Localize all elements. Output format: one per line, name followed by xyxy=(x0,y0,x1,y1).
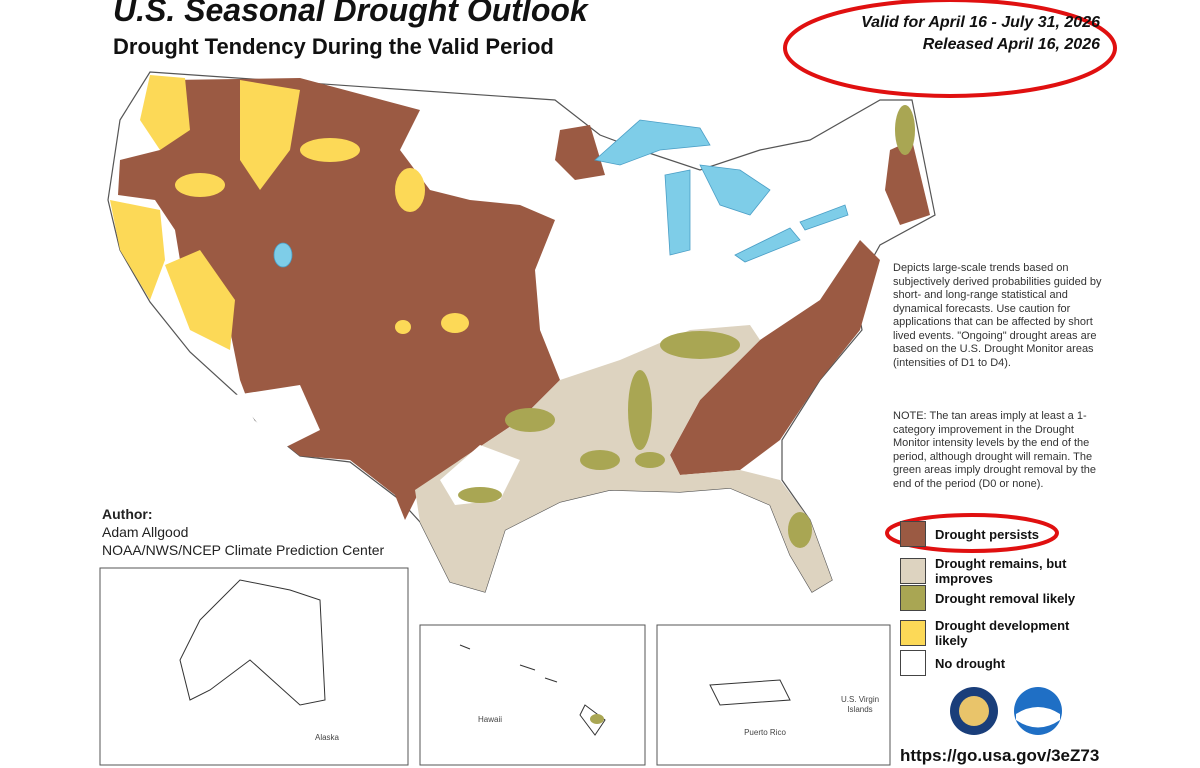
author-name: Adam Allgood xyxy=(102,524,189,540)
legend-item: Drought development likely xyxy=(900,618,1085,648)
region-persists-mi xyxy=(555,125,605,180)
legend-label: Drought persists xyxy=(935,526,1040,542)
description: Depicts large-scale trends based on subj… xyxy=(893,262,1102,369)
release-date: Released April 16, 2026 xyxy=(922,36,1100,53)
legend-swatch xyxy=(900,650,926,676)
lakes xyxy=(273,119,849,268)
annotation-circle xyxy=(783,0,1117,98)
legend-label: Drought removal likely xyxy=(935,590,1076,606)
region-none-tx xyxy=(440,445,520,505)
region-persists xyxy=(118,78,560,520)
legend-item: Drought persists xyxy=(900,521,1085,547)
subtitle: Drought Tendency During the Valid Period xyxy=(113,34,554,59)
inset-label: U.S. Virgin Islands xyxy=(840,695,880,714)
author-org: NOAA/NWS/NCEP Climate Prediction Center xyxy=(102,542,385,558)
legend-label: Drought remains, but improves xyxy=(935,556,1067,586)
legend-swatch xyxy=(900,521,926,547)
doc-logo-inner xyxy=(959,696,989,726)
region-development xyxy=(110,75,469,350)
legend-swatch xyxy=(900,585,926,611)
hawaii-removal xyxy=(590,714,604,724)
legend-item: No drought xyxy=(900,650,1085,676)
author-label: Author: xyxy=(102,506,153,522)
inset-label: Puerto Rico xyxy=(744,728,786,737)
legend-swatch xyxy=(900,620,926,646)
inset-label: Hawaii xyxy=(478,715,502,724)
region-none xyxy=(235,385,320,450)
region-removal xyxy=(458,105,915,548)
legend-label: No drought xyxy=(935,655,1006,671)
inset-frames xyxy=(99,567,891,766)
noaa-logo-gull xyxy=(1016,707,1060,728)
region-persists-east xyxy=(670,240,880,475)
url[interactable]: https://go.usa.gov/3eZ73 xyxy=(900,746,1100,765)
note: NOTE: The tan areas imply at least a 1-c… xyxy=(893,410,1096,490)
legend-swatch xyxy=(900,558,926,584)
region-improves xyxy=(415,325,832,592)
title: U.S. Seasonal Drought Outlook xyxy=(113,0,588,28)
region-persists-ne xyxy=(885,140,930,225)
legend-item: Drought removal likely xyxy=(900,585,1085,611)
inset-label: Alaska xyxy=(315,733,340,742)
annotation-circle xyxy=(885,513,1059,553)
inset-label-box: U.S. Virgin Islands xyxy=(840,695,880,714)
legend-item: Drought remains, but improves xyxy=(900,556,1085,586)
legend-label: Drought development likely xyxy=(935,618,1070,648)
valid-period: Valid for April 16 - July 31, 2026 xyxy=(861,14,1100,31)
